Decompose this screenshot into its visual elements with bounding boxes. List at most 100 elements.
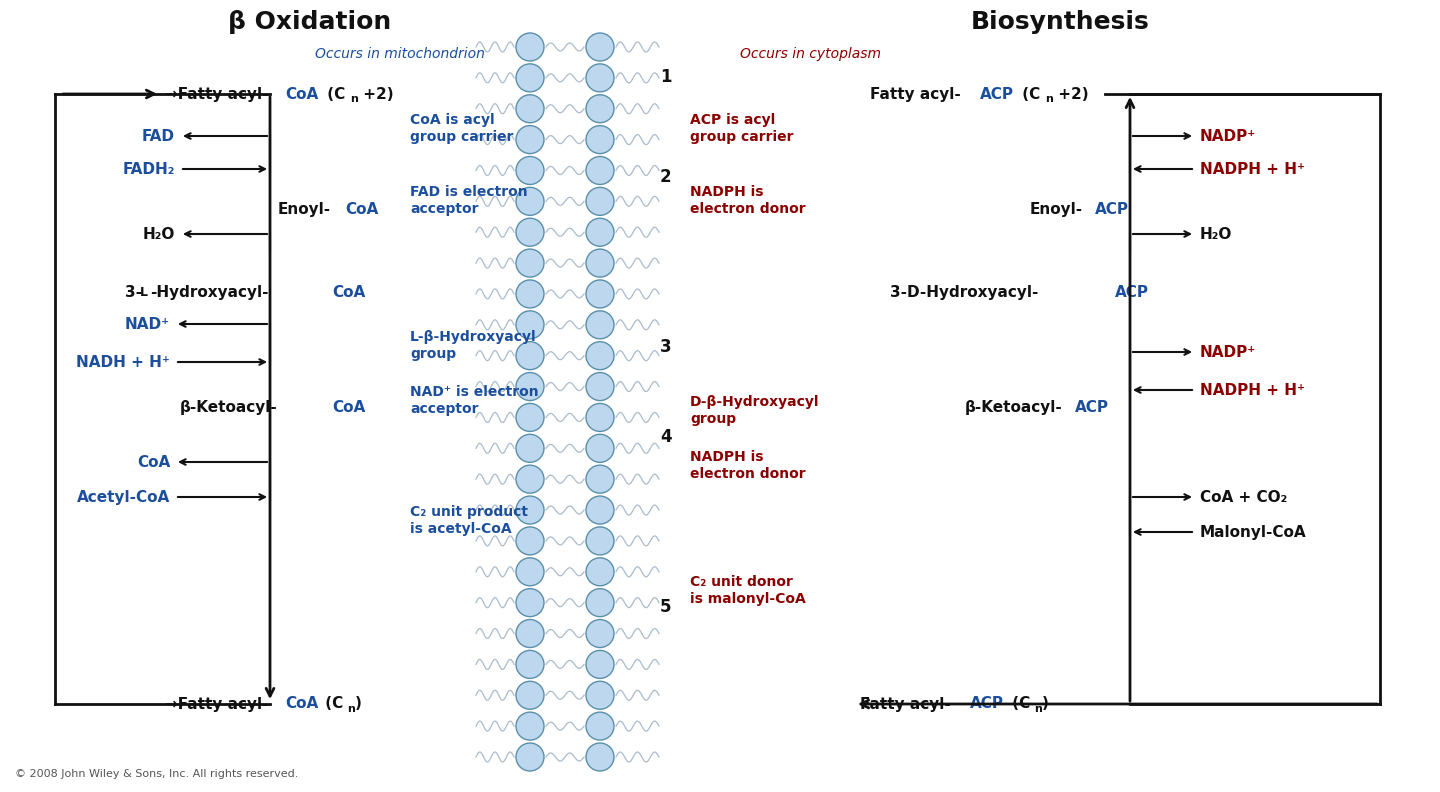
Text: CoA: CoA [346, 201, 379, 216]
Text: NAD⁺ is electron: NAD⁺ is electron [410, 385, 539, 399]
Text: ACP: ACP [1115, 284, 1149, 299]
Text: NADPH + H⁺: NADPH + H⁺ [1200, 162, 1305, 177]
Circle shape [516, 588, 544, 617]
Circle shape [516, 496, 544, 524]
Text: β-Ketoacyl-: β-Ketoacyl- [965, 399, 1063, 414]
Text: H₂O: H₂O [143, 227, 176, 242]
Text: ACP: ACP [981, 86, 1014, 101]
Circle shape [516, 434, 544, 463]
Circle shape [516, 403, 544, 432]
Text: ACP: ACP [971, 696, 1004, 711]
Text: Acetyl-CoA: Acetyl-CoA [76, 489, 170, 505]
Text: NADPH is: NADPH is [690, 450, 763, 464]
Text: →Fatty acyl-: →Fatty acyl- [166, 696, 268, 711]
Text: CoA + CO₂: CoA + CO₂ [1200, 489, 1287, 505]
Text: n: n [1034, 704, 1043, 714]
Text: is malonyl-CoA: is malonyl-CoA [690, 592, 806, 606]
Circle shape [586, 465, 613, 493]
Text: electron donor: electron donor [690, 202, 805, 216]
Circle shape [586, 527, 613, 555]
Text: (C: (C [320, 696, 343, 711]
Text: FAD is electron: FAD is electron [410, 185, 527, 199]
Circle shape [516, 280, 544, 308]
Circle shape [586, 280, 613, 308]
Text: acceptor: acceptor [410, 202, 478, 216]
Text: group carrier: group carrier [410, 130, 514, 144]
Text: Fatty acyl-: Fatty acyl- [870, 86, 960, 101]
Text: CoA: CoA [137, 455, 170, 470]
Text: n: n [1045, 94, 1053, 104]
Text: L-β-Hydroxyacyl: L-β-Hydroxyacyl [410, 330, 537, 344]
Circle shape [586, 33, 613, 61]
Circle shape [586, 558, 613, 586]
Circle shape [586, 681, 613, 710]
Circle shape [516, 465, 544, 493]
Circle shape [516, 527, 544, 555]
Circle shape [586, 619, 613, 648]
Circle shape [586, 650, 613, 679]
Text: group: group [690, 412, 736, 426]
Text: 5: 5 [660, 598, 671, 616]
Text: L: L [140, 285, 148, 299]
Text: NADP⁺: NADP⁺ [1200, 345, 1256, 360]
Text: D-β-Hydroxyacyl: D-β-Hydroxyacyl [690, 395, 819, 409]
Circle shape [586, 341, 613, 370]
Text: acceptor: acceptor [410, 402, 478, 416]
Circle shape [586, 403, 613, 432]
Text: C₂ unit donor: C₂ unit donor [690, 575, 793, 589]
Text: Enoyl-: Enoyl- [278, 201, 331, 216]
Text: CoA: CoA [333, 284, 366, 299]
Text: Occurs in mitochondrion: Occurs in mitochondrion [315, 47, 485, 61]
Text: 3: 3 [660, 338, 671, 356]
Text: -Hydroxyacyl-: -Hydroxyacyl- [150, 284, 268, 299]
Circle shape [516, 372, 544, 401]
Circle shape [516, 219, 544, 246]
Circle shape [516, 249, 544, 277]
Text: is acetyl-CoA: is acetyl-CoA [410, 522, 511, 536]
Text: ACP: ACP [1076, 399, 1109, 414]
Circle shape [586, 95, 613, 123]
Circle shape [516, 33, 544, 61]
Circle shape [586, 712, 613, 741]
Circle shape [586, 496, 613, 524]
Text: NADPH is: NADPH is [690, 185, 763, 199]
Circle shape [586, 219, 613, 246]
Text: group carrier: group carrier [690, 130, 793, 144]
Circle shape [516, 64, 544, 92]
Circle shape [516, 650, 544, 679]
Circle shape [586, 126, 613, 154]
Circle shape [516, 558, 544, 586]
Text: ACP: ACP [1094, 201, 1129, 216]
Text: ): ) [1043, 696, 1048, 711]
Text: H₂O: H₂O [1200, 227, 1233, 242]
Circle shape [586, 249, 613, 277]
Text: +2): +2) [1053, 86, 1089, 101]
Text: CoA is acyl: CoA is acyl [410, 113, 494, 127]
Text: ACP is acyl: ACP is acyl [690, 113, 775, 127]
Circle shape [516, 126, 544, 154]
Text: ): ) [356, 696, 361, 711]
Text: group: group [410, 347, 456, 361]
Text: CoA: CoA [333, 399, 366, 414]
Text: CoA: CoA [285, 86, 318, 101]
Text: n: n [347, 704, 354, 714]
Circle shape [586, 743, 613, 771]
Text: n: n [350, 94, 359, 104]
Text: NAD⁺: NAD⁺ [125, 317, 170, 332]
Text: 3-: 3- [125, 284, 143, 299]
Circle shape [516, 619, 544, 648]
Text: +2): +2) [359, 86, 393, 101]
Text: NADH + H⁺: NADH + H⁺ [76, 355, 170, 370]
Text: 1: 1 [660, 68, 671, 86]
Text: Enoyl-: Enoyl- [1030, 201, 1083, 216]
Circle shape [516, 341, 544, 370]
Circle shape [516, 188, 544, 215]
Text: (C: (C [1017, 86, 1040, 101]
Text: Occurs in cytoplasm: Occurs in cytoplasm [740, 47, 881, 61]
Circle shape [586, 64, 613, 92]
Circle shape [516, 743, 544, 771]
Text: CoA: CoA [285, 696, 318, 711]
Text: 3-D-Hydroxyacyl-: 3-D-Hydroxyacyl- [890, 284, 1038, 299]
Text: (C: (C [1007, 696, 1030, 711]
Text: β Oxidation: β Oxidation [229, 10, 392, 34]
